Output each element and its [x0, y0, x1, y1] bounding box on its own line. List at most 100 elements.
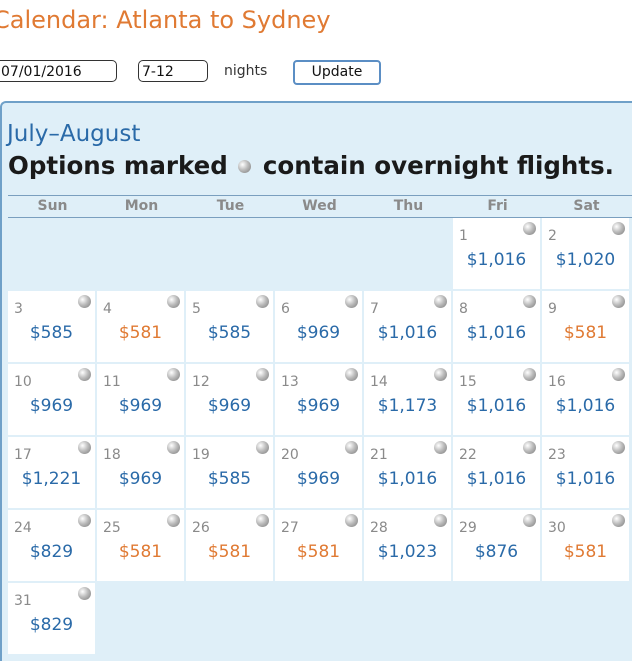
- weekday-thu: Thu: [393, 198, 424, 214]
- overnight-indicator-icon: [167, 368, 180, 381]
- day-price[interactable]: $585: [29, 323, 74, 343]
- calendar-day-cell[interactable]: 11 $969: [97, 364, 184, 435]
- day-price[interactable]: $1,023: [377, 542, 438, 562]
- calendar-day-cell[interactable]: 13 $969: [275, 364, 362, 435]
- calendar-day-cell[interactable]: 9 $581: [542, 291, 629, 362]
- calendar-day-cell[interactable]: 6 $969: [275, 291, 362, 362]
- calendar-day-cell[interactable]: 29 $876: [453, 510, 540, 581]
- calendar-day-cell[interactable]: 15 $1,016: [453, 364, 540, 435]
- overnight-indicator-icon: [78, 514, 91, 527]
- day-price[interactable]: $585: [207, 469, 252, 489]
- day-number: 3: [14, 301, 23, 317]
- calendar-day-cell[interactable]: 3 $585: [8, 291, 95, 362]
- day-price[interactable]: $829: [29, 542, 74, 562]
- day-price[interactable]: $969: [296, 469, 341, 489]
- overnight-indicator-icon: [434, 368, 447, 381]
- day-price[interactable]: $969: [118, 469, 163, 489]
- day-number: 4: [103, 301, 112, 317]
- overnight-indicator-icon: [523, 368, 536, 381]
- overnight-indicator-icon: [78, 295, 91, 308]
- weekday-fri: Fri: [487, 198, 508, 214]
- day-price[interactable]: $585: [207, 323, 252, 343]
- overnight-indicator-icon: [78, 441, 91, 454]
- day-price[interactable]: $969: [296, 323, 341, 343]
- day-number: 25: [103, 520, 121, 536]
- weekday-wed: Wed: [302, 198, 337, 214]
- overnight-indicator-icon: [434, 295, 447, 308]
- day-price[interactable]: $1,020: [555, 250, 616, 270]
- day-price[interactable]: $1,016: [377, 469, 438, 489]
- overnight-indicator-icon: [523, 295, 536, 308]
- calendar-day-cell[interactable]: 30 $581: [542, 510, 629, 581]
- calendar-day-cell[interactable]: 4 $581: [97, 291, 184, 362]
- calendar-day-cell[interactable]: 7 $1,016: [364, 291, 451, 362]
- calendar-day-cell[interactable]: 10 $969: [8, 364, 95, 435]
- day-price[interactable]: $969: [118, 396, 163, 416]
- day-number: 9: [548, 301, 557, 317]
- day-number: 30: [548, 520, 566, 536]
- day-number: 8: [459, 301, 468, 317]
- weekday-divider: [8, 217, 632, 218]
- day-price[interactable]: $876: [474, 542, 519, 562]
- day-price[interactable]: $581: [118, 323, 163, 343]
- day-number: 23: [548, 447, 566, 463]
- day-number: 6: [281, 301, 290, 317]
- calendar-day-cell[interactable]: 22 $1,016: [453, 437, 540, 508]
- update-button[interactable]: Update: [293, 60, 381, 85]
- day-price[interactable]: $581: [207, 542, 252, 562]
- calendar-day-cell[interactable]: 17 $1,221: [8, 437, 95, 508]
- day-price[interactable]: $1,016: [555, 469, 616, 489]
- overnight-indicator-icon: [167, 295, 180, 308]
- day-price[interactable]: $829: [29, 615, 74, 635]
- day-price[interactable]: $1,016: [466, 396, 527, 416]
- calendar-day-cell[interactable]: 26 $581: [186, 510, 273, 581]
- weekday-sat: Sat: [573, 198, 600, 214]
- day-price[interactable]: $969: [296, 396, 341, 416]
- overnight-indicator-icon: [78, 587, 91, 600]
- calendar-day-cell[interactable]: 21 $1,016: [364, 437, 451, 508]
- day-price[interactable]: $969: [207, 396, 252, 416]
- calendar-day-cell[interactable]: 12 $969: [186, 364, 273, 435]
- calendar-day-cell[interactable]: 28 $1,023: [364, 510, 451, 581]
- calendar-day-cell[interactable]: 5 $585: [186, 291, 273, 362]
- calendar-day-cell[interactable]: 19 $585: [186, 437, 273, 508]
- calendar-day-cell[interactable]: 1 $1,016: [453, 218, 540, 289]
- overnight-indicator-icon: [612, 222, 625, 235]
- departure-date-input[interactable]: [0, 60, 117, 82]
- overnight-notice: Options marked contain overnight flights…: [8, 151, 614, 180]
- calendar-day-cell[interactable]: 20 $969: [275, 437, 362, 508]
- day-price[interactable]: $1,016: [466, 469, 527, 489]
- calendar-day-cell[interactable]: 24 $829: [8, 510, 95, 581]
- nights-input[interactable]: [138, 60, 208, 82]
- day-price[interactable]: $581: [563, 542, 608, 562]
- day-price[interactable]: $1,221: [21, 469, 82, 489]
- nights-label: nights: [224, 63, 268, 79]
- day-price[interactable]: $1,173: [377, 396, 438, 416]
- calendar-day-cell[interactable]: 31 $829: [8, 583, 95, 654]
- day-price[interactable]: $1,016: [555, 396, 616, 416]
- day-number: 19: [192, 447, 210, 463]
- day-price[interactable]: $1,016: [466, 323, 527, 343]
- day-number: 12: [192, 374, 210, 390]
- day-price[interactable]: $581: [118, 542, 163, 562]
- overnight-indicator-icon: [256, 514, 269, 527]
- day-price[interactable]: $581: [563, 323, 608, 343]
- calendar-day-cell[interactable]: 8 $1,016: [453, 291, 540, 362]
- day-price[interactable]: $1,016: [377, 323, 438, 343]
- calendar-day-cell[interactable]: 16 $1,016: [542, 364, 629, 435]
- day-number: 31: [14, 593, 32, 609]
- overnight-indicator-icon: [434, 441, 447, 454]
- calendar-day-cell[interactable]: 2 $1,020: [542, 218, 629, 289]
- day-price[interactable]: $581: [296, 542, 341, 562]
- calendar-day-cell[interactable]: 18 $969: [97, 437, 184, 508]
- overnight-indicator-icon: [523, 441, 536, 454]
- calendar-day-cell[interactable]: 14 $1,173: [364, 364, 451, 435]
- overnight-indicator-icon: [612, 441, 625, 454]
- day-price[interactable]: $969: [29, 396, 74, 416]
- day-number: 17: [14, 447, 32, 463]
- day-number: 22: [459, 447, 477, 463]
- calendar-day-cell[interactable]: 27 $581: [275, 510, 362, 581]
- calendar-day-cell[interactable]: 23 $1,016: [542, 437, 629, 508]
- calendar-day-cell[interactable]: 25 $581: [97, 510, 184, 581]
- day-price[interactable]: $1,016: [466, 250, 527, 270]
